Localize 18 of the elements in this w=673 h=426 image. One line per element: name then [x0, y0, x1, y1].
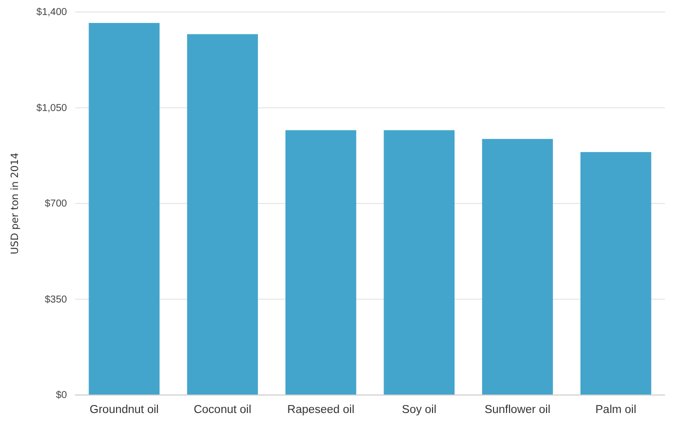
y-tick-label: $1,400 — [36, 7, 68, 18]
x-tick-label: Groundnut oil — [90, 404, 159, 416]
y-axis-title: USD per ton in 2014 — [10, 152, 21, 254]
bar — [285, 130, 356, 395]
y-tick-label: $0 — [56, 390, 68, 402]
bar — [384, 130, 455, 395]
y-tick-label: $700 — [44, 198, 68, 210]
y-tick-label: $1,050 — [36, 102, 68, 114]
bar — [482, 138, 553, 395]
y-tick-label: $350 — [44, 294, 68, 306]
bar — [88, 22, 160, 395]
x-tick-label: Coconut oil — [194, 404, 252, 416]
x-tick-label: Sunflower oil — [484, 404, 550, 416]
bar — [580, 152, 652, 395]
bar — [187, 34, 258, 395]
x-tick-label: Palm oil — [595, 404, 636, 416]
x-tick-label: Rapeseed oil — [287, 404, 354, 416]
x-tick-label: Soy oil — [402, 404, 436, 416]
